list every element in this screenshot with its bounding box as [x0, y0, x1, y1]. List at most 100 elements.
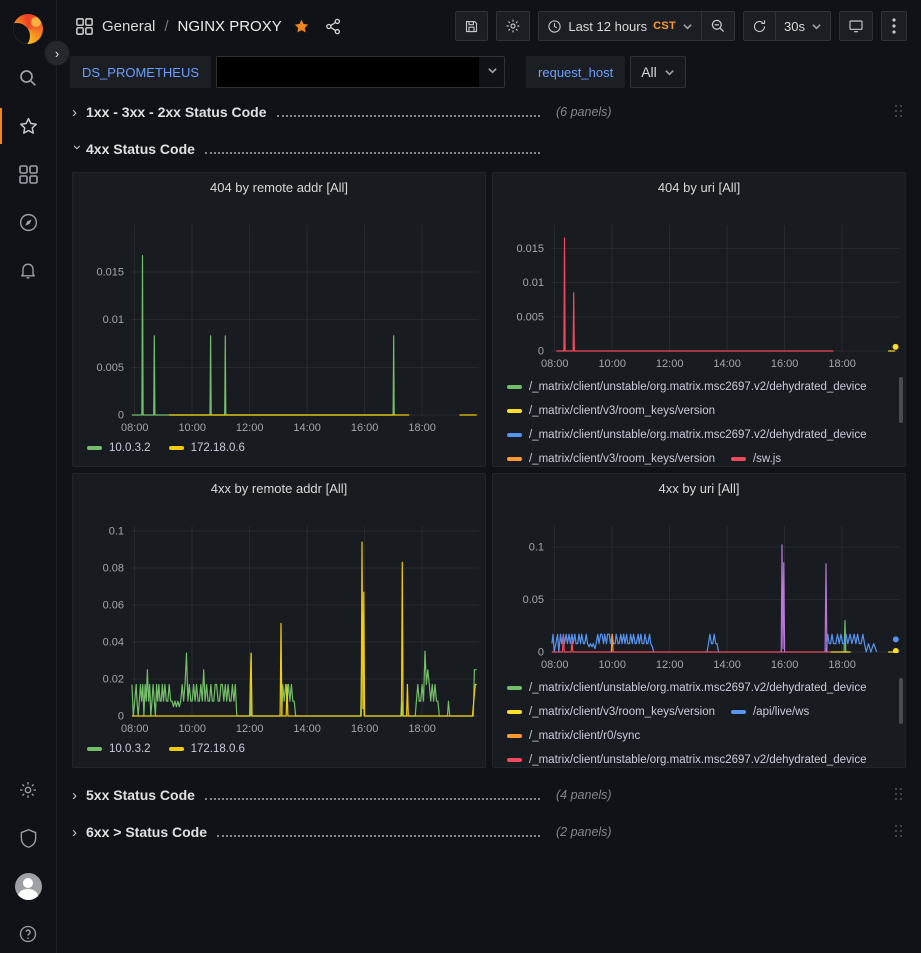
row-6xx[interactable]: › 6xx > Status Code (2 panels) [72, 818, 906, 846]
panel-title[interactable]: 4xx by remote addr [All] [210, 480, 348, 496]
panel-title[interactable]: 404 by remote addr [All] [209, 179, 349, 195]
legend-item[interactable]: /_matrix/client/unstable/org.matrix.msc2… [507, 676, 867, 700]
legend-item[interactable]: 172.18.0.6 [168, 743, 245, 755]
x-axis-tick-label: 14:00 [713, 358, 741, 369]
legend-item[interactable]: /_matrix/client/r0/sync [507, 724, 640, 748]
row-panel-count: (2 panels) [556, 825, 612, 839]
series-line [131, 541, 477, 717]
dashboard-settings-button[interactable] [496, 11, 531, 41]
grid-lines [131, 225, 479, 416]
y-axis-tick-label: 0 [118, 410, 124, 422]
series-line [706, 633, 720, 653]
grid-lines [551, 225, 899, 352]
apps-grid-icon[interactable] [76, 17, 93, 35]
help-icon[interactable] [0, 916, 56, 952]
tv-mode-button[interactable] [839, 11, 873, 41]
request-host-variable-dropdown[interactable]: All [630, 56, 686, 88]
x-axis-tick-label: 10:00 [178, 723, 206, 735]
legend-item[interactable]: /_matrix/client/unstable/org.matrix.msc2… [507, 423, 867, 447]
legend-scrollbar[interactable] [899, 678, 903, 724]
timeseries-chart: 0 0.05 0.1 08:00 10:00 12:00 14:00 16:00 18:00 [523, 526, 899, 670]
plot-area [556, 237, 899, 352]
legend-item[interactable]: /_matrix/client/unstable/org.matrix.msc2… [507, 748, 867, 767]
legend-series-swatch [507, 734, 522, 738]
y-axis-tick-label: 0 [538, 346, 544, 358]
row-dotted-leader [204, 798, 540, 800]
row-drag-handle[interactable] [895, 788, 904, 802]
row-collapse-chevron: › [69, 144, 87, 150]
save-dashboard-button[interactable] [455, 11, 489, 41]
refresh-interval-label: 30s [784, 18, 805, 34]
legend-series-label: 10.0.3.2 [109, 743, 151, 755]
starred-dashboards-icon[interactable] [0, 108, 56, 144]
row-drag-handle[interactable] [895, 105, 904, 119]
series-line [551, 633, 655, 653]
dashboard-header: General / NGINX PROXY Last 12 hours CS [56, 0, 921, 52]
row-collapse-chevron: › [72, 103, 77, 121]
chevron-down-icon [683, 23, 692, 30]
sidebar: › [0, 0, 70, 953]
legend-item[interactable]: /sw.js [730, 447, 782, 466]
series-point [892, 636, 899, 643]
legend-series-label: /_matrix/client/v3/room_keys/version [529, 453, 715, 465]
y-axis-tick-label: 0.005 [516, 311, 544, 323]
timezone-label: CST [653, 20, 677, 32]
zoom-out-time-button[interactable] [702, 11, 736, 41]
explore-compass-icon[interactable] [0, 204, 56, 240]
refresh-button[interactable] [743, 11, 777, 41]
time-range-picker[interactable]: Last 12 hours CST [538, 11, 703, 41]
panel-legend: 10.0.3.2 172.18.0.6 [87, 743, 485, 755]
legend-item[interactable]: 172.18.0.6 [168, 442, 245, 454]
configuration-gear-icon[interactable] [0, 772, 56, 808]
server-admin-shield-icon[interactable] [0, 820, 56, 856]
panel-title[interactable]: 404 by uri [All] [657, 179, 741, 195]
refresh-interval-picker[interactable]: 30s [776, 11, 831, 41]
legend-item[interactable]: 10.0.3.2 [87, 442, 151, 454]
row-drag-handle[interactable] [895, 825, 904, 839]
grafana-logo[interactable] [0, 10, 56, 48]
x-axis-tick-label: 16:00 [351, 422, 379, 434]
legend-series-swatch [168, 446, 184, 450]
datasource-variable-dropdown[interactable] [216, 56, 506, 88]
row-collapse-chevron: › [72, 823, 77, 841]
row-4xx[interactable]: › 4xx Status Code [69, 135, 906, 163]
series-line [610, 633, 614, 653]
legend-series-swatch [730, 457, 746, 461]
dashboards-icon[interactable] [0, 156, 56, 192]
expand-sidebar-button[interactable]: › [44, 40, 70, 66]
kebab-menu-button[interactable] [881, 11, 907, 41]
legend-scrollbar[interactable] [899, 377, 903, 423]
time-range-label: Last 12 hours [568, 18, 648, 34]
row-5xx[interactable]: › 5xx Status Code (4 panels) [72, 781, 906, 809]
legend-series-label: /_matrix/client/unstable/org.matrix.msc2… [529, 754, 867, 766]
request-host-value: All [641, 64, 657, 80]
share-icon[interactable] [325, 18, 342, 35]
favorite-star-icon[interactable] [293, 18, 310, 35]
breadcrumb-page-title: NGINX PROXY [177, 17, 282, 35]
legend-item[interactable]: /_matrix/client/unstable/org.matrix.msc2… [507, 375, 867, 399]
legend-item[interactable]: 10.0.3.2 [87, 743, 151, 755]
search-icon[interactable] [0, 60, 56, 96]
profile-avatar[interactable] [0, 868, 56, 904]
legend-item[interactable]: /_matrix/client/v3/room_keys/version [507, 447, 715, 466]
breadcrumb-section[interactable]: General [102, 17, 156, 35]
legend-series-swatch [507, 433, 522, 437]
dashboard-toolbar: Last 12 hours CST 30s [455, 11, 907, 41]
plot-area [131, 254, 477, 416]
legend-item[interactable]: /_matrix/client/v3/room_keys/version [507, 399, 715, 423]
template-variables-row: DS_PROMETHEUS request_host All [56, 52, 921, 92]
legend-series-label: /sw.js [752, 453, 782, 465]
legend-series-label: /api/live/ws [752, 706, 810, 718]
alerting-bell-icon[interactable] [0, 252, 56, 288]
legend-item[interactable]: /_matrix/client/v3/room_keys/version [507, 700, 715, 724]
series-line [556, 237, 834, 352]
panel-404-by-remote-addr: 404 by remote addr [All] 0 0.005 0.01 0.015… [72, 172, 486, 467]
row-panel-count: (6 panels) [556, 105, 612, 119]
legend-series-label: /_matrix/client/v3/room_keys/version [529, 405, 715, 417]
row-1xx-3xx-2xx[interactable]: › 1xx - 3xx - 2xx Status Code (6 panels) [72, 98, 906, 126]
legend-item[interactable]: /api/live/ws [730, 700, 810, 724]
series-point [892, 343, 899, 350]
panel-title[interactable]: 4xx by uri [All] [658, 480, 740, 496]
y-axis-tick-label: 0.06 [103, 599, 124, 611]
